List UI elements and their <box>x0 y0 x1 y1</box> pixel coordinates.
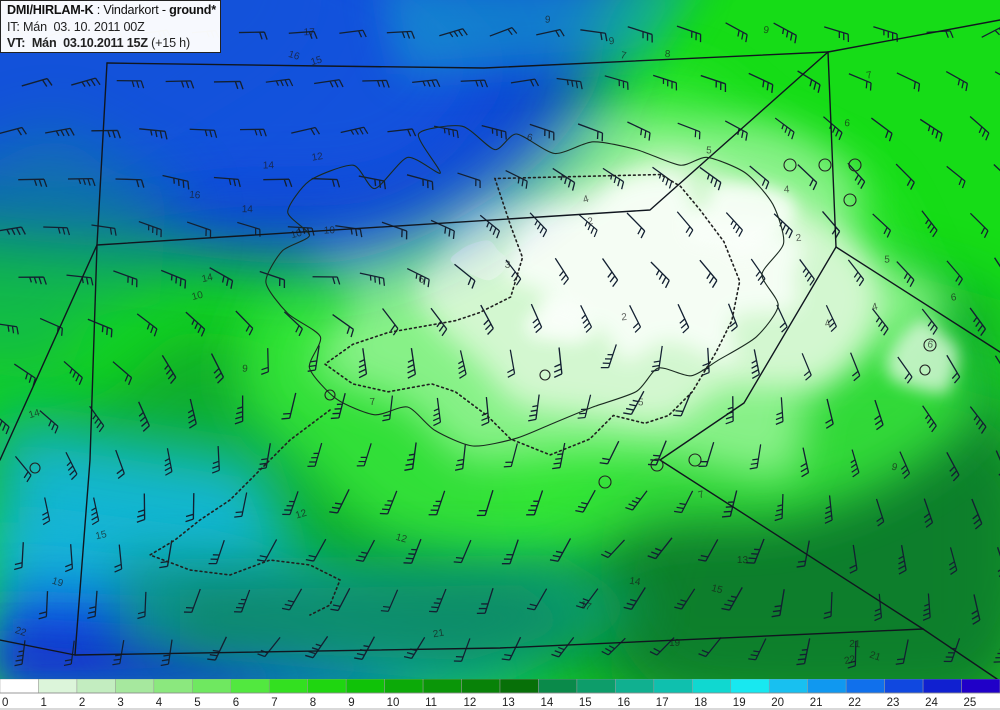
svg-text:1: 1 <box>41 697 47 709</box>
svg-text:11: 11 <box>425 697 437 709</box>
svg-text:8: 8 <box>310 697 316 709</box>
svg-text:10: 10 <box>324 225 336 236</box>
svg-text:13: 13 <box>502 697 515 709</box>
svg-text:25: 25 <box>964 697 977 709</box>
svg-text:9: 9 <box>545 15 552 26</box>
svg-text:2: 2 <box>79 697 85 709</box>
svg-text:18: 18 <box>694 697 707 709</box>
svg-text:10: 10 <box>387 697 400 709</box>
svg-text:3: 3 <box>117 697 123 709</box>
svg-text:7: 7 <box>271 697 277 709</box>
svg-text:12: 12 <box>311 151 324 164</box>
svg-text:14: 14 <box>242 204 254 215</box>
svg-text:4: 4 <box>784 184 791 195</box>
svg-text:4: 4 <box>156 697 163 709</box>
svg-text:20: 20 <box>771 697 784 709</box>
svg-text:6: 6 <box>233 697 239 709</box>
svg-text:17: 17 <box>656 697 669 709</box>
svg-text:16: 16 <box>617 697 630 709</box>
svg-text:5: 5 <box>194 697 200 709</box>
svg-text:0: 0 <box>2 697 8 709</box>
svg-text:9: 9 <box>348 697 354 709</box>
svg-text:22: 22 <box>848 697 861 709</box>
svg-text:12: 12 <box>464 697 477 709</box>
svg-text:3: 3 <box>504 260 511 271</box>
svg-text:21: 21 <box>810 697 823 709</box>
svg-text:14: 14 <box>541 697 554 709</box>
svg-text:19: 19 <box>669 638 681 649</box>
svg-text:14: 14 <box>263 160 275 171</box>
svg-text:24: 24 <box>925 697 938 709</box>
svg-text:15: 15 <box>579 697 592 709</box>
svg-text:19: 19 <box>733 697 746 709</box>
svg-text:16: 16 <box>189 190 201 202</box>
svg-text:13: 13 <box>737 555 749 566</box>
svg-text:21: 21 <box>849 639 861 650</box>
svg-text:14: 14 <box>629 576 642 589</box>
svg-text:17: 17 <box>304 27 316 38</box>
svg-text:23: 23 <box>887 697 900 709</box>
svg-text:8: 8 <box>664 49 671 60</box>
svg-text:5: 5 <box>706 145 712 156</box>
svg-text:5: 5 <box>884 255 890 266</box>
